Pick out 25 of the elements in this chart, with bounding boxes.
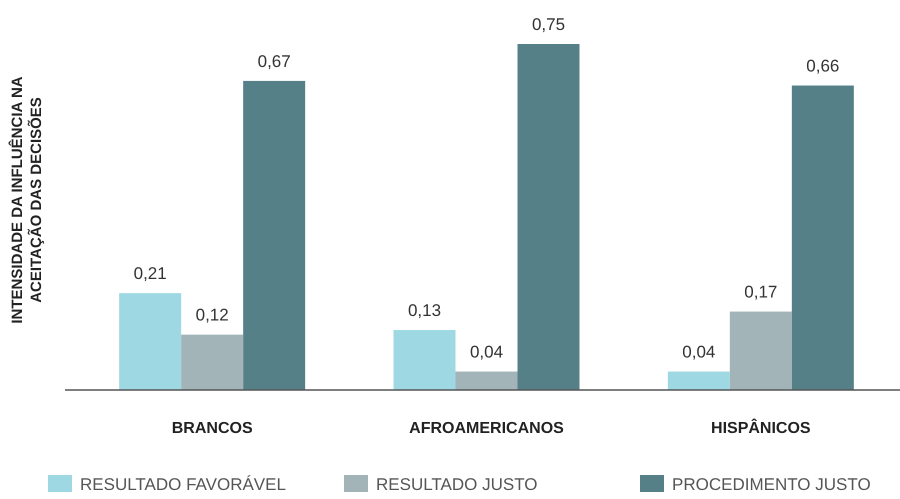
bar [119, 293, 182, 390]
bar [394, 330, 456, 390]
y-axis-title: INTENSIDADE DA INFLUÊNCIA NA ACEITAÇÃO DAS DECISÕES [8, 76, 45, 324]
data-label: 0,17 [744, 282, 778, 302]
x-tick-label: HISPÂNICOS [711, 418, 811, 437]
data-label: 0,66 [806, 56, 840, 76]
data-label: 0,04 [682, 342, 716, 362]
data-label: 0,12 [196, 306, 229, 325]
legend-label: RESULTADO FAVORÁVEL [80, 475, 286, 494]
legend-label: PROCEDIMENTO JUSTO [672, 475, 871, 494]
bar [730, 312, 792, 390]
bar [181, 334, 244, 390]
data-label: 0,67 [258, 52, 291, 71]
bar [243, 80, 306, 390]
bar [668, 372, 730, 390]
legend-label: RESULTADO JUSTO [376, 475, 538, 494]
x-tick-label: BRANCOS [172, 420, 253, 437]
data-label: 0,21 [134, 264, 167, 284]
data-label: 0,75 [532, 15, 566, 34]
data-label: 0,13 [408, 301, 442, 320]
bar [456, 372, 518, 390]
data-label: 0,04 [470, 342, 504, 362]
x-tick-label: AFROAMERICANOS [409, 420, 564, 437]
bar [792, 86, 854, 390]
bar [518, 44, 580, 390]
